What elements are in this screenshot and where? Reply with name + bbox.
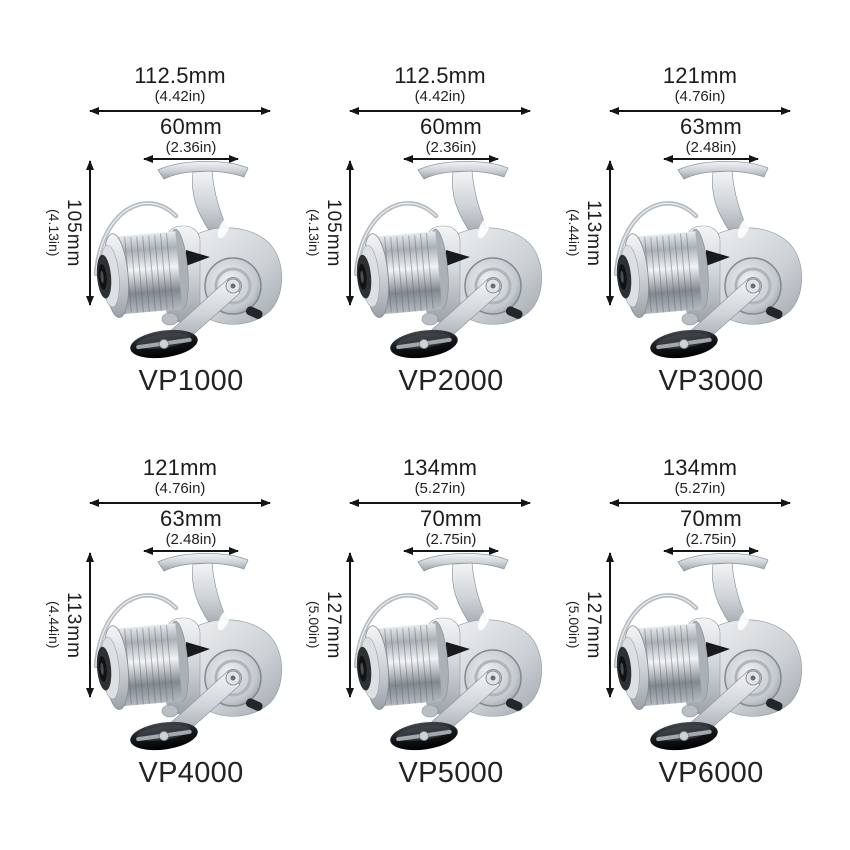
height-dimension: 113mm (4.44in)	[566, 160, 614, 306]
overall-width-mm: 112.5mm	[134, 63, 226, 88]
overall-width-arrow	[609, 498, 791, 507]
height-mm: 127mm	[583, 590, 604, 660]
reel-card-vp2000: 112.5mm (4.42in) 60mm (2.36in) 105mm (4.…	[300, 52, 560, 418]
model-name: VP1000	[138, 365, 244, 397]
overall-width-mm: 134mm	[402, 455, 478, 480]
dimension-sheet: 112.5mm (4.42in) 60mm (2.36in) 105mm (4.…	[40, 52, 850, 810]
height-arrow	[85, 552, 94, 698]
reel-card-vp4000: 121mm (4.76in) 63mm (2.48in) 113mm (4.44…	[40, 444, 300, 810]
reel-image	[346, 548, 544, 752]
spool-width-in: (2.75in)	[685, 531, 737, 548]
height-mm: 113mm	[583, 199, 604, 267]
overall-width-in: (4.76in)	[154, 480, 206, 497]
height-label: 127mm (5.00in)	[306, 591, 344, 659]
height-mm: 113mm	[63, 591, 84, 659]
spool-width-mm: 70mm	[680, 506, 742, 531]
height-arrow	[605, 552, 614, 698]
reel-image	[606, 548, 804, 752]
spool-width-arrow	[663, 546, 759, 555]
overall-width-dimension: 134mm (5.27in)	[349, 455, 531, 507]
spool-width-mm: 60mm	[160, 114, 222, 139]
reel-image	[606, 156, 804, 360]
model-name: VP5000	[398, 757, 504, 789]
reel-image	[86, 548, 284, 752]
height-mm: 105mm	[323, 198, 344, 268]
overall-width-dimension: 112.5mm (4.42in)	[349, 63, 531, 115]
overall-width-mm: 121mm	[142, 455, 218, 480]
height-dimension: 127mm (5.00in)	[306, 552, 354, 698]
overall-width-mm: 112.5mm	[394, 63, 486, 88]
reel-image	[86, 156, 284, 360]
height-label: 105mm (4.13in)	[306, 199, 344, 267]
spool-width-mm: 60mm	[420, 114, 482, 139]
overall-width-arrow	[89, 106, 271, 115]
spool-width-in: (2.48in)	[165, 531, 217, 548]
spool-width-mm: 70mm	[420, 506, 482, 531]
spool-width-arrow	[403, 154, 499, 163]
spool-width-dimension: 60mm (2.36in)	[403, 114, 499, 163]
height-in: (5.00in)	[566, 601, 582, 649]
overall-width-arrow	[349, 106, 531, 115]
overall-width-dimension: 121mm (4.76in)	[609, 63, 791, 115]
height-mm: 127mm	[323, 590, 344, 660]
overall-width-in: (4.42in)	[154, 88, 206, 105]
height-label: 127mm (5.00in)	[566, 591, 604, 659]
spool-width-dimension: 70mm (2.75in)	[403, 506, 499, 555]
spool-width-dimension: 70mm (2.75in)	[663, 506, 759, 555]
reel-image	[346, 156, 544, 360]
spool-width-dimension: 63mm (2.48in)	[143, 506, 239, 555]
spool-width-mm: 63mm	[160, 506, 222, 531]
spool-width-mm: 63mm	[680, 114, 742, 139]
spool-width-in: (2.36in)	[165, 139, 217, 156]
model-name: VP4000	[138, 757, 244, 789]
spool-width-in: (2.75in)	[425, 531, 477, 548]
height-label: 113mm (4.44in)	[566, 200, 604, 267]
height-dimension: 127mm (5.00in)	[566, 552, 614, 698]
spool-width-arrow	[143, 154, 239, 163]
spool-width-arrow	[143, 546, 239, 555]
height-label: 113mm (4.44in)	[46, 592, 84, 659]
height-arrow	[345, 552, 354, 698]
overall-width-dimension: 121mm (4.76in)	[89, 455, 271, 507]
overall-width-in: (5.27in)	[674, 480, 726, 497]
height-dimension: 113mm (4.44in)	[46, 552, 94, 698]
overall-width-arrow	[609, 106, 791, 115]
overall-width-in: (5.27in)	[414, 480, 466, 497]
spool-width-arrow	[663, 154, 759, 163]
overall-width-arrow	[349, 498, 531, 507]
height-dimension: 105mm (4.13in)	[46, 160, 94, 306]
overall-width-dimension: 134mm (5.27in)	[609, 455, 791, 507]
height-arrow	[345, 160, 354, 306]
model-name: VP2000	[398, 365, 504, 397]
model-name: VP3000	[658, 365, 764, 397]
height-in: (4.13in)	[46, 209, 62, 257]
overall-width-in: (4.42in)	[414, 88, 466, 105]
spool-width-in: (2.48in)	[685, 139, 737, 156]
spool-width-dimension: 63mm (2.48in)	[663, 114, 759, 163]
reel-card-vp5000: 134mm (5.27in) 70mm (2.75in) 127mm (5.00…	[300, 444, 560, 810]
reel-card-vp6000: 134mm (5.27in) 70mm (2.75in) 127mm (5.00…	[560, 444, 820, 810]
height-dimension: 105mm (4.13in)	[306, 160, 354, 306]
height-in: (5.00in)	[306, 601, 322, 649]
spool-width-arrow	[403, 546, 499, 555]
overall-width-mm: 134mm	[662, 455, 738, 480]
reel-card-vp3000: 121mm (4.76in) 63mm (2.48in) 113mm (4.44…	[560, 52, 820, 418]
overall-width-dimension: 112.5mm (4.42in)	[89, 63, 271, 115]
height-in: (4.13in)	[306, 209, 322, 257]
height-in: (4.44in)	[566, 209, 582, 257]
spool-width-in: (2.36in)	[425, 139, 477, 156]
height-arrow	[85, 160, 94, 306]
height-in: (4.44in)	[46, 601, 62, 649]
height-mm: 105mm	[63, 198, 84, 268]
reel-card-vp1000: 112.5mm (4.42in) 60mm (2.36in) 105mm (4.…	[40, 52, 300, 418]
model-name: VP6000	[658, 757, 764, 789]
height-label: 105mm (4.13in)	[46, 199, 84, 267]
overall-width-mm: 121mm	[662, 63, 738, 88]
height-arrow	[605, 160, 614, 306]
overall-width-arrow	[89, 498, 271, 507]
spool-width-dimension: 60mm (2.36in)	[143, 114, 239, 163]
overall-width-in: (4.76in)	[674, 88, 726, 105]
